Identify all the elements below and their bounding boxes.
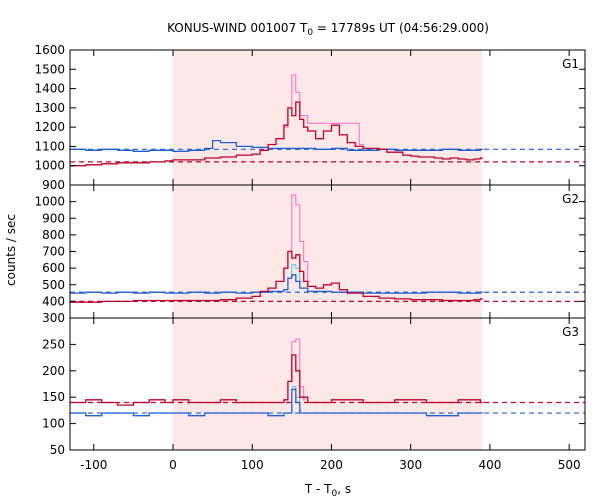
x-tick-label: 200 [320, 458, 343, 472]
panel-frame [69, 317, 586, 451]
y-tick-label: 900 [42, 178, 65, 192]
y-tick-label: 1500 [34, 62, 65, 76]
x-axis-label: T - T0, s [304, 482, 351, 499]
y-tick-label: 900 [42, 211, 65, 225]
chart-title-rest: = 17789s UT (04:56:29.000) [313, 21, 489, 35]
chart-title-main: KONUS-WIND 001007 T [167, 21, 308, 35]
shaded-interval [173, 185, 482, 318]
y-tick-label: 700 [42, 245, 65, 259]
y-tick-label: 1000 [34, 159, 65, 173]
panel-g3: 50 100 150 200 250 G3 [42, 317, 586, 457]
x-axis-label-main: T - T [304, 482, 332, 496]
y-tick-label: 250 [42, 337, 65, 351]
panel-label: G3 [562, 325, 579, 339]
x-tick-label: 400 [478, 458, 501, 472]
x-tick-label: 500 [558, 458, 581, 472]
red-series [70, 250, 483, 303]
blue-series [70, 388, 483, 417]
x-tick-label: 300 [399, 458, 422, 472]
red-series [70, 101, 483, 167]
y-tick-label: 150 [42, 390, 65, 404]
y-tick-label: 1000 [34, 195, 65, 209]
y-tick-label: 1300 [34, 101, 65, 115]
panel-g2: 300 400 500 600 700 800 900 1000 G2 [34, 184, 586, 325]
y-axis-label: counts / sec [4, 214, 18, 286]
x-axis-label-rest: , s [337, 482, 351, 496]
chart-title-subscript: 0 [307, 28, 313, 38]
x-tick-label: -100 [80, 458, 107, 472]
shaded-interval [173, 318, 482, 450]
y-tick-label: 400 [42, 294, 65, 308]
panel-g1: 900 1000 1100 1200 1300 1400 1500 1600 G1 [34, 43, 586, 192]
y-tick-label: 1100 [34, 139, 65, 153]
y-tick-label: 200 [42, 364, 65, 378]
y-tick-label: 800 [42, 228, 65, 242]
shaded-interval [173, 50, 482, 185]
y-tick-label: 500 [42, 278, 65, 292]
blue-series [70, 139, 483, 152]
y-tick-label: 1600 [34, 43, 65, 57]
chart-title: KONUS-WIND 001007 T0 = 17789s UT (04:56:… [167, 21, 489, 38]
plot-area: 9001000110012001300140015001600G13004005… [34, 43, 586, 472]
y-tick-label: 1200 [34, 120, 65, 134]
x-axis-label-subscript: 0 [332, 489, 338, 499]
panel-label: G2 [562, 192, 579, 206]
red-series [70, 354, 483, 406]
y-tick-label: 50 [50, 443, 65, 457]
y-tick-label: 300 [42, 311, 65, 325]
x-tick-label: 100 [241, 458, 264, 472]
x-tick-label: 0 [169, 458, 177, 472]
y-tick-label: 600 [42, 261, 65, 275]
y-tick-label: 1400 [34, 82, 65, 96]
panel-label: G1 [562, 57, 579, 71]
y-tick-label: 100 [42, 417, 65, 431]
